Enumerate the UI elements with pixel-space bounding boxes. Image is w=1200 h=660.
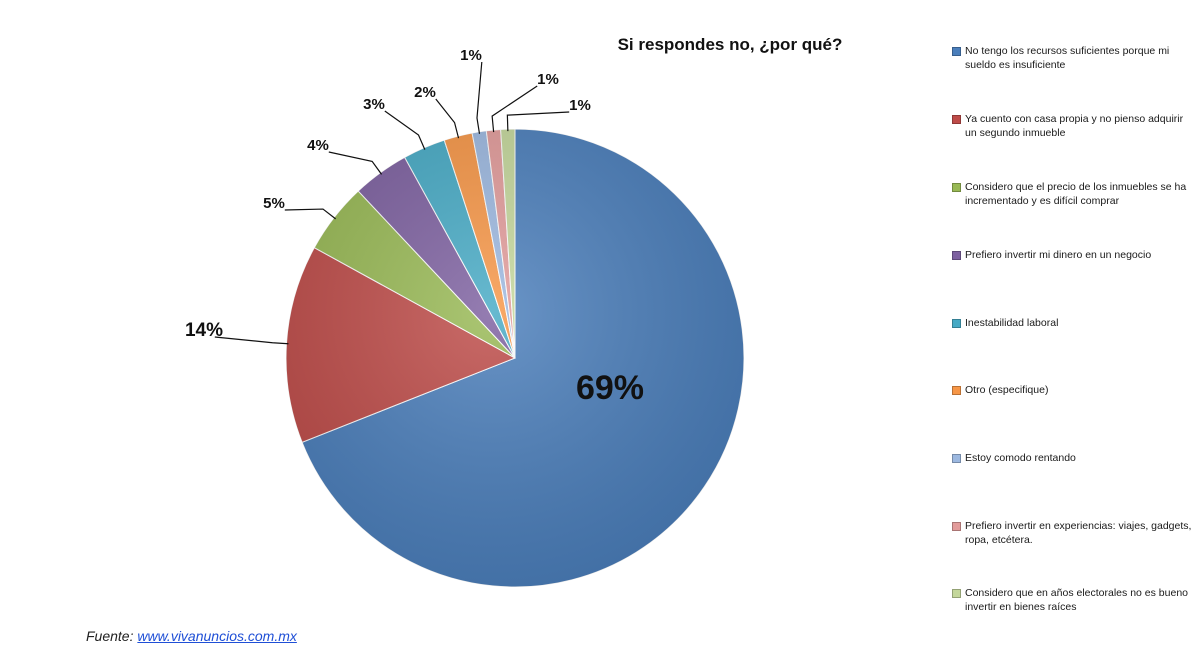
source-prefix: Fuente: xyxy=(86,628,134,644)
leader-line-9 xyxy=(506,111,570,132)
slice-label-2: 14% xyxy=(185,320,223,341)
legend-label-9: Considero que en años electorales no es … xyxy=(965,587,1188,613)
slice-label-9: 1% xyxy=(569,97,591,114)
legend-item-1: No tengo los recursos suficientes porque… xyxy=(952,44,1192,72)
slice-label-6: 2% xyxy=(414,84,436,101)
legend-item-5: Inestabilidad laboral xyxy=(952,316,1192,330)
legend-item-7: Estoy comodo rentando xyxy=(952,451,1192,465)
legend-swatch-8 xyxy=(952,522,961,531)
legend-swatch-6 xyxy=(952,386,961,395)
legend-swatch-9 xyxy=(952,589,961,598)
legend-label-6: Otro (especifique) xyxy=(965,384,1049,396)
legend-swatch-7 xyxy=(952,454,961,463)
legend-swatch-3 xyxy=(952,183,961,192)
chart-title: Si respondes no, ¿por qué? xyxy=(618,35,843,54)
legend-label-2: Ya cuento con casa propia y no pienso ad… xyxy=(965,113,1184,139)
leader-line-2 xyxy=(214,336,289,345)
legend-label-4: Prefiero invertir mi dinero en un negoci… xyxy=(965,249,1152,261)
slice-label-1: 69% xyxy=(576,369,644,407)
slice-label-4: 4% xyxy=(307,137,329,154)
legend-swatch-5 xyxy=(952,319,961,328)
legend-item-4: Prefiero invertir mi dinero en un negoci… xyxy=(952,248,1192,262)
leader-line-7 xyxy=(476,61,483,134)
slice-label-5: 3% xyxy=(363,96,385,113)
slice-label-7: 1% xyxy=(460,47,482,64)
leader-line-5 xyxy=(384,110,426,150)
slice-label-3: 5% xyxy=(263,195,285,212)
legend-label-3: Considero que el precio de los inmuebles… xyxy=(965,181,1187,207)
legend-swatch-1 xyxy=(952,47,961,56)
source-link[interactable]: www.vivanuncios.com.mx xyxy=(137,628,297,644)
leader-line-6 xyxy=(435,98,460,139)
legend-label-5: Inestabilidad laboral xyxy=(965,317,1059,329)
legend-label-8: Prefiero invertir en experiencias: viaje… xyxy=(965,520,1192,546)
legend-swatch-2 xyxy=(952,115,961,124)
leader-line-4 xyxy=(328,151,383,175)
slice-label-8: 1% xyxy=(537,71,559,88)
leader-line-8 xyxy=(491,85,538,133)
leader-line-3 xyxy=(284,208,337,220)
legend-item-6: Otro (especifique) xyxy=(952,383,1192,397)
legend-item-2: Ya cuento con casa propia y no pienso ad… xyxy=(952,112,1192,140)
legend-swatch-4 xyxy=(952,251,961,260)
legend-item-3: Considero que el precio de los inmuebles… xyxy=(952,180,1192,208)
legend-item-8: Prefiero invertir en experiencias: viaje… xyxy=(952,519,1192,547)
source-note: Fuente: www.vivanuncios.com.mx xyxy=(86,628,297,644)
legend-item-9: Considero que en años electorales no es … xyxy=(952,586,1192,614)
legend-label-7: Estoy comodo rentando xyxy=(965,452,1076,464)
legend-label-1: No tengo los recursos suficientes porque… xyxy=(965,45,1170,71)
